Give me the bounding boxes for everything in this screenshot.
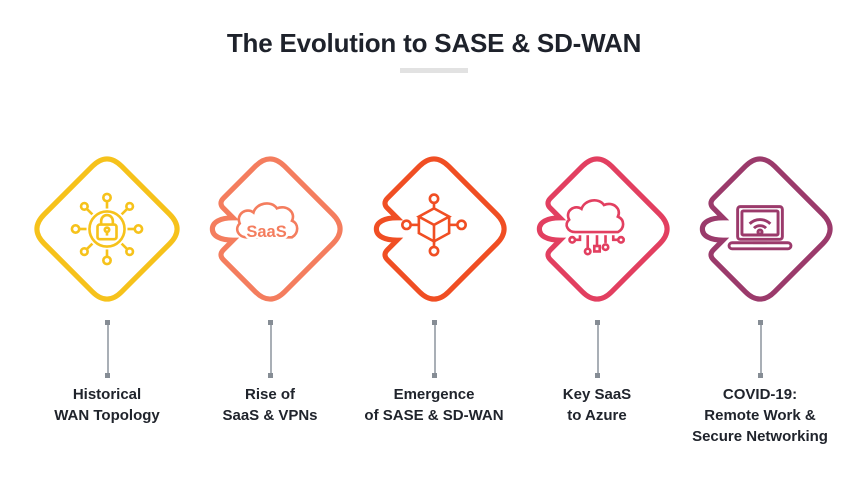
- connector-top-cap: [758, 320, 763, 325]
- title-block: The Evolution to SASE & SD-WAN: [0, 28, 868, 73]
- connector-top-cap: [595, 320, 600, 325]
- connector: [593, 320, 602, 378]
- label-line: COVID-19:: [722, 386, 798, 403]
- step-label-4: Key SaaS to Azure: [482, 384, 712, 426]
- label-line: Historical: [72, 386, 142, 403]
- connector-line: [433, 325, 436, 373]
- label-line: to Azure: [567, 407, 627, 424]
- label-line: Key SaaS: [562, 386, 632, 403]
- connector: [430, 320, 439, 378]
- step-diamond-3: [348, 143, 520, 315]
- connector-line: [269, 325, 272, 373]
- connector: [103, 320, 112, 378]
- label-line: of SASE & SD-WAN: [364, 407, 504, 424]
- saas-cloud-text: SaaS: [246, 223, 286, 241]
- laptop-wifi-icon: [699, 156, 833, 302]
- step-diamond-2: SaaS: [184, 143, 356, 315]
- connector-line: [759, 325, 762, 373]
- step-label-2: Rise of SaaS & VPNs: [155, 384, 385, 426]
- cloud-circuit-icon: [536, 156, 670, 302]
- connector-bottom-cap: [105, 373, 110, 378]
- step-label-5: COVID-19: Remote Work & Secure Networkin…: [645, 384, 868, 447]
- cube-network-icon: [373, 156, 507, 302]
- saas-cloud-icon: SaaS: [209, 156, 343, 302]
- secure-network-icon: [34, 156, 180, 302]
- connector-bottom-cap: [595, 373, 600, 378]
- step-diamond-5: [674, 143, 846, 315]
- connector-line: [106, 325, 109, 373]
- label-line: SaaS & VPNs: [222, 407, 318, 424]
- connector: [756, 320, 765, 378]
- page-title: The Evolution to SASE & SD-WAN: [226, 28, 642, 58]
- label-line: WAN Topology: [54, 407, 160, 424]
- label-line: Emergence: [393, 386, 475, 403]
- label-line: Remote Work &: [704, 407, 816, 424]
- connector-top-cap: [432, 320, 437, 325]
- connector-bottom-cap: [432, 373, 437, 378]
- step-label-3: Emergence of SASE & SD-WAN: [319, 384, 549, 426]
- step-label-1: Historical WAN Topology: [0, 384, 222, 426]
- connector-bottom-cap: [268, 373, 273, 378]
- connector: [266, 320, 275, 378]
- step-diamond-4: [511, 143, 683, 315]
- connector-top-cap: [268, 320, 273, 325]
- step-diamond-1: [21, 143, 193, 315]
- title-underline: [400, 68, 468, 73]
- label-line: Rise of: [244, 386, 295, 403]
- connector-top-cap: [105, 320, 110, 325]
- connector-bottom-cap: [758, 373, 763, 378]
- label-line: Secure Networking: [692, 428, 828, 445]
- connector-line: [596, 325, 599, 373]
